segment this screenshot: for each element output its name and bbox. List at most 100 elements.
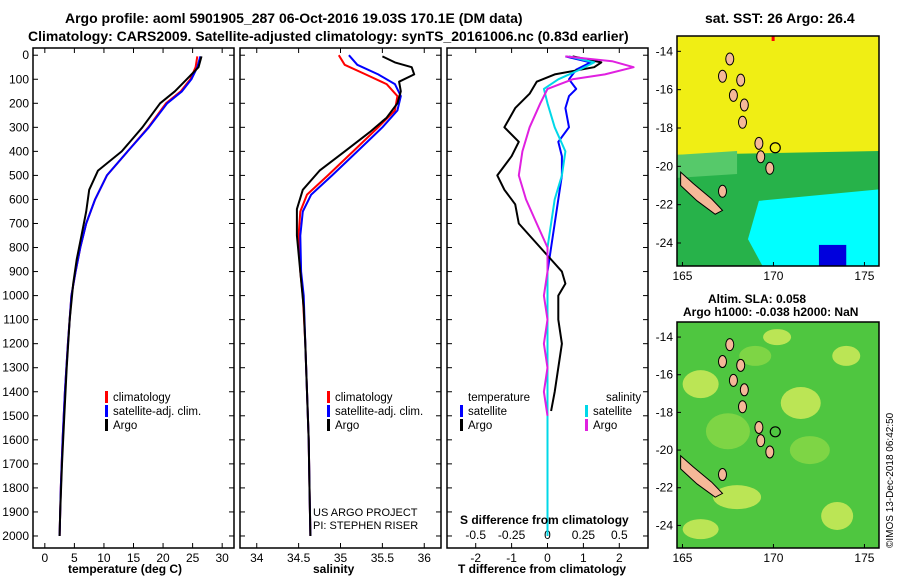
map-lon-label: 165 (672, 551, 692, 565)
map-lat-label: -24 (656, 236, 674, 250)
map-lat-label: -16 (656, 83, 674, 97)
x-tick-label: 35.5 (371, 551, 395, 565)
map-lon-label: 170 (763, 269, 783, 283)
legend-swatch-satellite (105, 405, 108, 417)
series-line-satellite-adj-clim- (58, 56, 202, 537)
map-frame (676, 35, 880, 267)
map-lon-label: 175 (854, 269, 874, 283)
y-tick-label: 1600 (2, 433, 29, 447)
sla-high-blob (682, 370, 719, 399)
x-tick-label: -1 (506, 551, 517, 565)
salinity-panel: 34 34.5 35 35.5 36 (239, 47, 442, 565)
legend-argo: Argo (335, 420, 359, 432)
vanuatu-island (728, 88, 738, 102)
x-tick-label: 35 (334, 551, 348, 565)
x-tick-label: 0 (41, 551, 48, 565)
map-lon-label: 175 (854, 551, 874, 565)
x-top-tick-label: -0.25 (498, 528, 526, 542)
legend-swatch-climatology (327, 391, 330, 403)
vanuatu-island (754, 420, 764, 434)
sdiff-xlabel: S difference from climatology (460, 513, 629, 527)
new-caledonia-island (680, 170, 724, 215)
vanuatu-island (736, 358, 746, 372)
tdiff-xlabel: T difference from climatology (458, 562, 626, 576)
legend-t-satellite: satellite (468, 406, 507, 418)
vanuatu-island (717, 468, 727, 482)
x-tick-label: 0 (544, 551, 551, 565)
map-frame (676, 321, 880, 549)
x-tick-label: 20 (156, 551, 170, 565)
series-line-temperature-satellite (546, 55, 592, 416)
vanuatu-island (717, 69, 727, 83)
legend-satellite: satellite-adj. clim. (335, 406, 423, 418)
vanuatu-island (765, 445, 775, 459)
sla-mid-blob (739, 345, 772, 366)
sst-light-band (677, 151, 738, 178)
header-line-2: Climatology: CARS2009. Satellite-adjuste… (28, 28, 629, 44)
y-tick-label: 800 (9, 241, 29, 255)
x-tick-label: 36 (418, 551, 432, 565)
header-line-1: Argo profile: aoml 5901905_287 06-Oct-20… (65, 10, 523, 26)
series-line-salinity-argo (517, 55, 635, 416)
sst-cool-region (747, 189, 879, 266)
sst-map-title: sat. SST: 26 Argo: 26.4 (705, 10, 855, 26)
map-lat-label: -18 (656, 121, 674, 135)
legend-swatch-s-satellite (585, 405, 588, 417)
sla-map-title-2: Argo h1000: -0.038 h2000: NaN (683, 305, 858, 319)
series-line-argo (295, 55, 416, 537)
sla-mid-blob (705, 413, 750, 450)
y-tick-label: 1500 (2, 409, 29, 423)
map-lat-label: -14 (656, 330, 674, 344)
series-line-argo (58, 56, 203, 537)
map-lat-label: -22 (656, 481, 674, 495)
vanuatu-island (717, 355, 727, 369)
map-field (677, 322, 879, 548)
vanuatu-island (739, 98, 749, 112)
series-line-temperature-argo (496, 55, 603, 412)
legend-s-satellite: satellite (593, 406, 632, 418)
y-tick-label: 1400 (2, 385, 29, 399)
project-credit: US ARGO PROJECT (313, 507, 418, 519)
x-top-tick-label: 0.5 (611, 528, 628, 542)
salinity-xlabel: salinity (313, 562, 355, 576)
argo-float-marker (769, 426, 781, 438)
x-tick-label: 25 (186, 551, 200, 565)
legend-swatch-t-argo (460, 419, 463, 431)
sst-map: 165 170 175 -14 -16 -18 -20 -22 -24 (656, 35, 880, 283)
vanuatu-island (765, 161, 775, 175)
temperature-panel: 0100200300400500600700800900100011001200… (2, 47, 235, 565)
vanuatu-island (739, 383, 749, 397)
vanuatu-island (738, 400, 748, 414)
legend-satellite: satellite-adj. clim. (113, 406, 201, 418)
vanuatu-island (754, 136, 764, 150)
y-tick-label: 1000 (2, 289, 29, 303)
x-tick-label: 34.5 (287, 551, 311, 565)
legend-s-argo: Argo (593, 420, 617, 432)
sla-high-blob (832, 345, 861, 366)
map-lat-label: -24 (656, 518, 674, 532)
series-line-satellite-adj-clim- (299, 54, 402, 537)
temperature-xlabel: temperature (deg C) (68, 562, 182, 576)
x-tick-label: -2 (470, 551, 481, 565)
legend-swatch-climatology (105, 391, 108, 403)
sst-hot-pixel (771, 36, 775, 41)
argo-float-marker (769, 142, 781, 154)
x-tick-label: 1 (580, 551, 587, 565)
sla-high-blob (682, 519, 719, 540)
sla-map-title-1: Altim. SLA: 0.058 (708, 292, 806, 306)
plot-frame (239, 47, 442, 549)
y-tick-label: 600 (9, 192, 29, 206)
difference-panel: -2 -1 0 1 2-0.5 -0.25 0 0.25 0.5 (446, 47, 649, 565)
vanuatu-island (756, 434, 766, 448)
sla-high-blob (780, 386, 821, 419)
x-tick-label: 15 (127, 551, 141, 565)
y-tick-label: 1800 (2, 481, 29, 495)
legend-argo: Argo (113, 420, 137, 432)
vanuatu-island (725, 52, 735, 66)
y-tick-label: 300 (9, 120, 29, 134)
x-top-tick-label: -0.5 (465, 528, 486, 542)
legend-salinity-title: salinity (606, 392, 641, 404)
vanuatu-island (736, 73, 746, 87)
y-tick-label: 1900 (2, 505, 29, 519)
